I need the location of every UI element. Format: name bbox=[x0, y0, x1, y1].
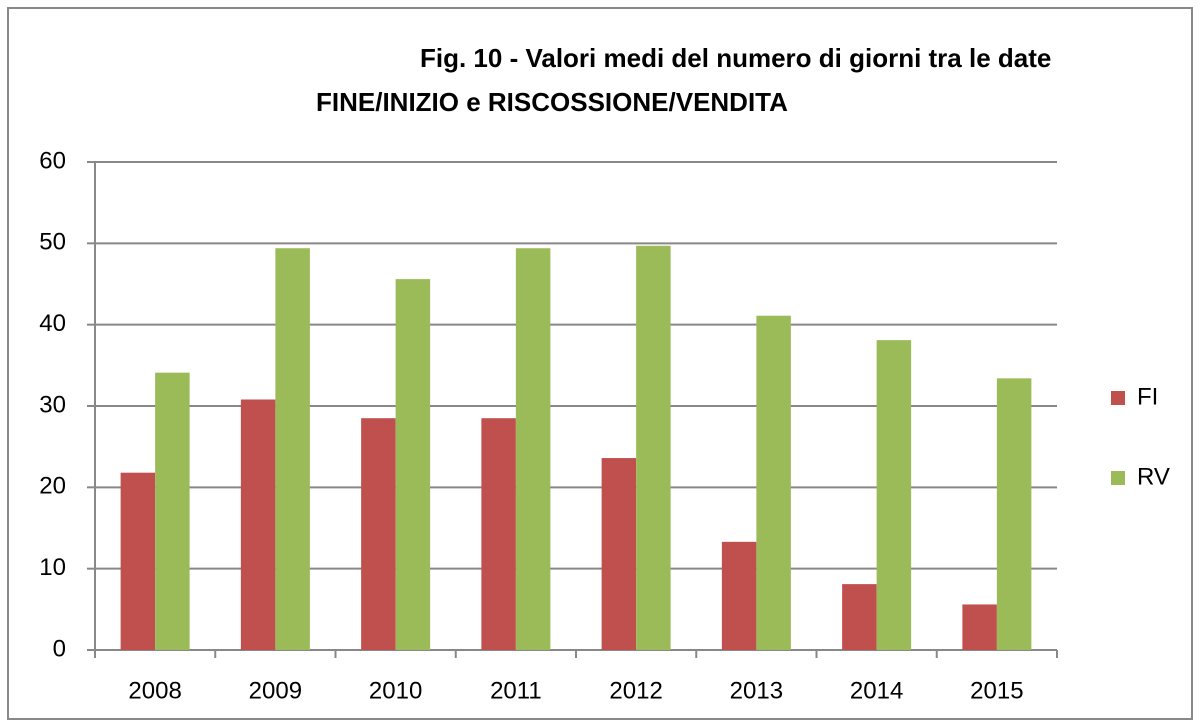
bar bbox=[721, 541, 757, 650]
legend-label: FI bbox=[1137, 383, 1158, 410]
bar bbox=[876, 340, 912, 650]
chart-title: Fig. 10 - Valori medi del numero di gior… bbox=[420, 43, 1051, 73]
bar bbox=[515, 248, 551, 651]
x-tick-label: 2010 bbox=[369, 677, 422, 704]
legend-swatch bbox=[1111, 471, 1125, 485]
chart-border bbox=[7, 7, 1193, 720]
y-tick-label: 40 bbox=[39, 310, 66, 337]
bar bbox=[601, 458, 637, 650]
x-tick-label: 2009 bbox=[249, 677, 302, 704]
x-tick-label: 2011 bbox=[490, 677, 542, 704]
y-tick-label: 0 bbox=[53, 635, 66, 662]
y-tick-label: 50 bbox=[39, 229, 66, 256]
chart-title: FINE/INIZIO e RISCOSSIONE/VENDITA bbox=[316, 87, 788, 117]
bar bbox=[962, 604, 997, 650]
x-tick-label: 2014 bbox=[850, 677, 903, 704]
bar bbox=[361, 418, 396, 650]
bar bbox=[240, 399, 276, 650]
bar bbox=[155, 372, 190, 650]
legend-label: RV bbox=[1137, 463, 1170, 490]
x-tick-label: 2012 bbox=[609, 677, 662, 704]
legend-swatch bbox=[1111, 391, 1125, 405]
bar bbox=[395, 279, 431, 650]
bar bbox=[481, 418, 516, 650]
x-tick-label: 2015 bbox=[970, 677, 1023, 704]
bar bbox=[275, 248, 310, 651]
y-tick-label: 30 bbox=[39, 391, 66, 418]
bar bbox=[756, 315, 791, 650]
y-tick-label: 10 bbox=[39, 554, 66, 581]
x-tick-label: 2013 bbox=[730, 677, 783, 704]
x-tick-label: 2008 bbox=[128, 677, 181, 704]
bar bbox=[636, 245, 671, 651]
y-tick-label: 20 bbox=[39, 473, 66, 500]
bar bbox=[842, 584, 877, 650]
bar bbox=[120, 472, 156, 650]
bar bbox=[996, 378, 1032, 650]
y-tick-label: 60 bbox=[39, 147, 66, 174]
